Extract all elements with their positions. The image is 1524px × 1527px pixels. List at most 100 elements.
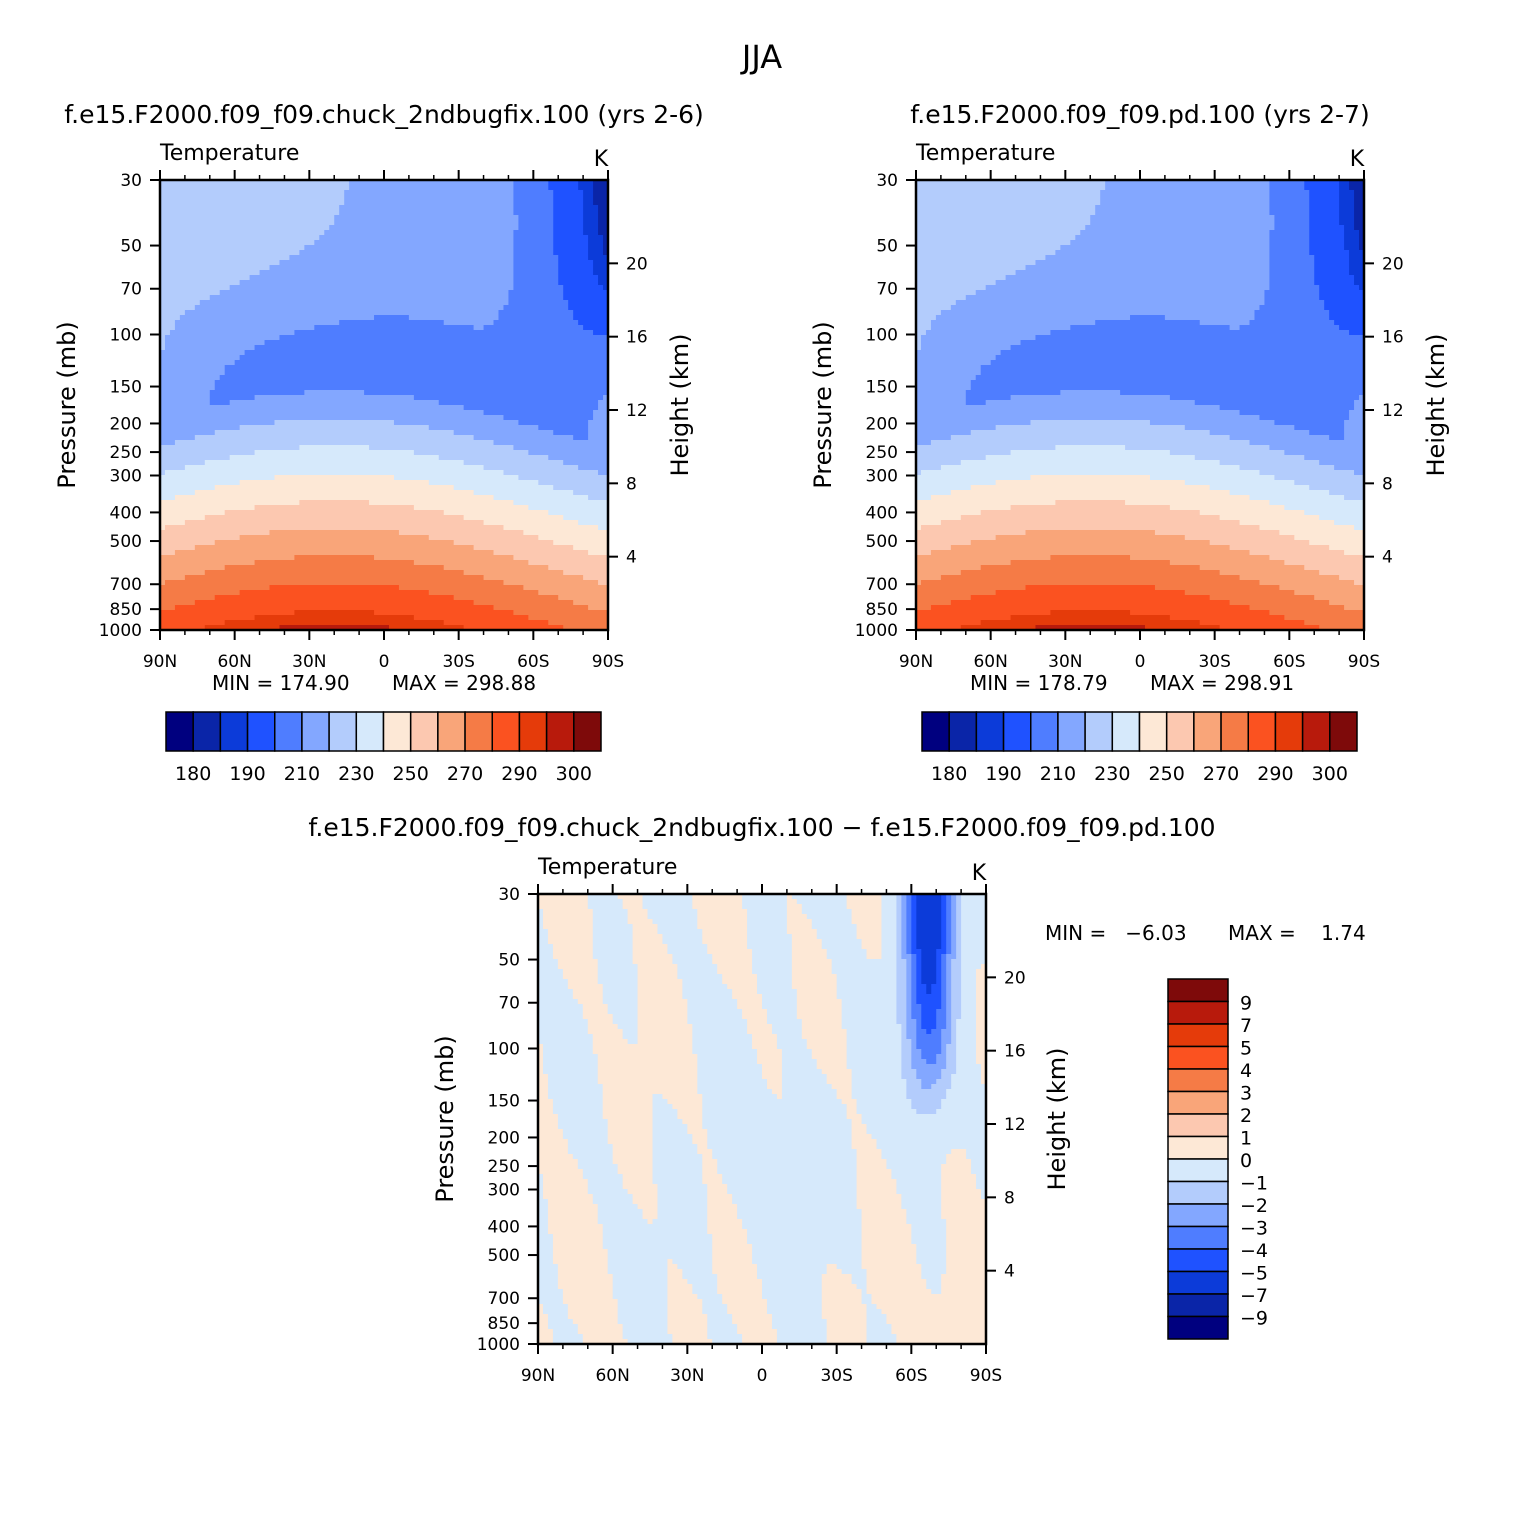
field-cell <box>702 1299 723 1305</box>
y-tick-label: 30 <box>876 171 898 191</box>
field-cell <box>587 1184 624 1190</box>
field-cell <box>592 919 629 925</box>
field-cell <box>956 1034 977 1040</box>
field-cell <box>722 974 758 980</box>
field-cell <box>946 939 952 945</box>
field-cell <box>851 1079 907 1085</box>
colorbar-label: 230 <box>1094 763 1130 785</box>
case-title: f.e15.F2000.f09_f09.chuck_2ndbugfix.100 … <box>308 813 1215 842</box>
field-cell <box>732 1194 858 1200</box>
field-cell <box>702 1174 723 1180</box>
field-cell <box>881 949 897 955</box>
field-cell <box>567 1149 614 1155</box>
field-cell <box>951 1079 982 1085</box>
field-cell <box>194 545 475 551</box>
field-cell <box>781 1064 818 1070</box>
field-cell <box>528 450 609 456</box>
field-cell <box>160 425 241 431</box>
field-cell <box>1070 240 1271 246</box>
field-cell <box>538 979 569 985</box>
field-cell <box>1149 475 1275 481</box>
field-cell <box>951 924 957 930</box>
field-cell <box>926 1029 932 1035</box>
field-cell <box>896 899 902 905</box>
field-cell <box>637 1204 659 1210</box>
field-cell <box>1030 475 1151 481</box>
field-cell <box>1309 200 1340 206</box>
field-cell <box>946 1244 987 1250</box>
field-cell <box>916 375 977 381</box>
field-cell <box>1269 260 1315 266</box>
field-cell <box>916 405 1221 411</box>
y-tick-label: 200 <box>110 414 142 434</box>
field-cell <box>160 435 196 441</box>
field-cell <box>1349 270 1365 276</box>
field-cell <box>856 1194 902 1200</box>
field-cell <box>538 1224 549 1230</box>
field-cell <box>786 919 813 925</box>
field-cell <box>821 1279 853 1285</box>
field-cell <box>971 1169 987 1175</box>
field-cell <box>821 1299 863 1305</box>
field-cell <box>597 1079 698 1085</box>
field-cell <box>528 560 609 566</box>
field-cell <box>583 325 609 331</box>
field-cell <box>542 1044 594 1050</box>
field-cell <box>712 1239 748 1245</box>
field-cell <box>184 520 485 526</box>
field-cell <box>667 1269 683 1275</box>
field-cell <box>1339 190 1355 196</box>
y-tick-label: 30 <box>120 171 142 191</box>
field-cell <box>622 899 644 905</box>
field-cell <box>941 1039 952 1045</box>
field-cell <box>961 909 987 915</box>
field-cell <box>1319 625 1365 631</box>
field-cell <box>916 320 932 326</box>
field-cell <box>1005 275 1271 281</box>
field-cell <box>1344 420 1365 426</box>
field-cell <box>214 380 609 386</box>
field-cell <box>597 1204 639 1210</box>
field-cell <box>672 959 713 965</box>
field-cell <box>593 180 609 186</box>
field-cell <box>562 1299 619 1305</box>
field-cell <box>1304 185 1340 191</box>
colorbar-swatch <box>1220 711 1249 752</box>
field-cell <box>1229 600 1330 606</box>
field-cell <box>966 1154 987 1160</box>
field-cell <box>901 1049 912 1055</box>
field-cell <box>791 894 848 900</box>
field-cell <box>344 190 515 196</box>
field-cell <box>1309 485 1365 491</box>
field-cell <box>1269 255 1315 261</box>
field-cell <box>946 989 952 995</box>
field-cell <box>334 215 519 221</box>
field-cell <box>881 909 897 915</box>
field-cell <box>1349 330 1365 336</box>
field-cell <box>921 1274 942 1280</box>
field-cell <box>602 1229 708 1235</box>
field-cell <box>583 230 599 236</box>
field-cell <box>712 1234 748 1240</box>
field-cell <box>393 475 519 481</box>
field-cell <box>160 590 241 596</box>
field-cell <box>582 1334 624 1340</box>
field-cell <box>916 480 997 486</box>
field-cell <box>916 570 962 576</box>
field-cell <box>941 894 947 900</box>
field-cell <box>717 1274 758 1280</box>
field-cell <box>826 954 868 960</box>
colorbar-swatch <box>246 711 276 752</box>
field-cell <box>961 994 977 1000</box>
field-cell <box>160 325 176 331</box>
field-cell <box>553 430 589 436</box>
field-cell <box>702 1124 853 1130</box>
field-cell <box>752 1034 778 1040</box>
field-cell <box>538 939 549 945</box>
colorbar-label: 180 <box>931 763 967 785</box>
y2-tick-label: 12 <box>626 401 648 421</box>
field-cell <box>941 1179 977 1185</box>
field-cell <box>1319 515 1365 521</box>
field-cell <box>896 929 902 935</box>
colorbar-swatch <box>491 711 521 752</box>
